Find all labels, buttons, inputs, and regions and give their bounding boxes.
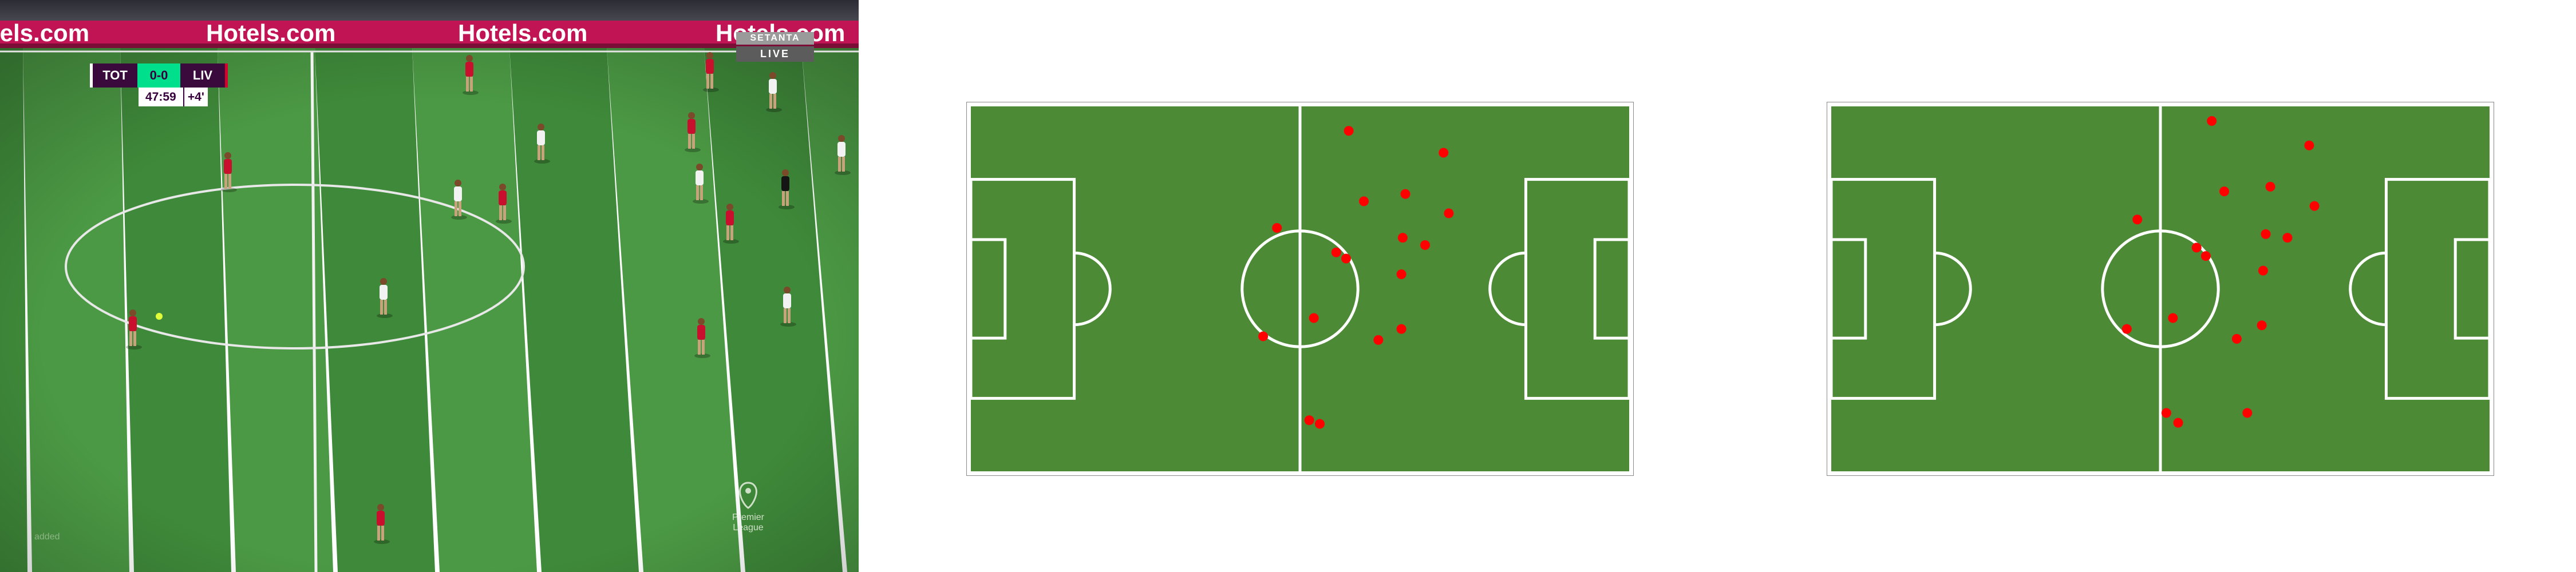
- player-marker: [2200, 251, 2211, 261]
- player-marker: [2191, 243, 2202, 253]
- player-marker: [1420, 240, 1430, 250]
- penalty-arc-right: [2349, 251, 2387, 327]
- penalty-arc-left: [1074, 251, 1112, 327]
- broadcast-frame: otels.comHotels.comHotels.comHotels.com …: [0, 0, 859, 572]
- player-figure: [685, 112, 701, 152]
- player-figure: [463, 55, 479, 95]
- pitch-map-left: [966, 102, 1634, 476]
- player-figure: [779, 169, 795, 209]
- league-name-line1: Premier: [732, 513, 764, 522]
- player-figure: [374, 504, 390, 544]
- broadcast-pitch-scene: [0, 0, 859, 572]
- clock-time: 47:59: [139, 88, 183, 106]
- league-logo: Premier League: [722, 480, 774, 533]
- player-marker: [2231, 333, 2242, 344]
- penalty-arc-left: [1934, 251, 1972, 327]
- player-marker: [2121, 324, 2132, 334]
- player-marker: [2161, 408, 2171, 418]
- broadcaster-logo: SETANTA LIVE: [736, 32, 814, 62]
- match-clock: 47:59 +4': [139, 88, 208, 106]
- player-figure: [534, 124, 550, 164]
- player-marker: [2168, 313, 2178, 323]
- player-figure: [703, 52, 719, 92]
- home-team-code: TOT: [90, 63, 137, 88]
- ad-board-text: otels.com: [0, 19, 90, 46]
- centre-circle: [1240, 229, 1360, 348]
- player-figure: [377, 278, 393, 318]
- player-marker: [2282, 233, 2293, 243]
- goal-box-left: [1830, 238, 1867, 340]
- player-marker: [1331, 247, 1341, 257]
- player-marker: [2207, 116, 2217, 126]
- score: 0-0: [137, 63, 180, 88]
- player-marker: [1397, 233, 1408, 243]
- away-team-code: LIV: [180, 63, 228, 88]
- player-marker: [2304, 140, 2314, 150]
- ad-board-text: Hotels.com: [206, 19, 336, 46]
- player-figure: [694, 318, 710, 358]
- player-marker: [1400, 189, 1411, 199]
- player-figure: [766, 72, 782, 112]
- goal-box-left: [969, 238, 1007, 340]
- player-figure: [496, 184, 512, 224]
- player-marker: [2242, 408, 2253, 418]
- league-name-line2: League: [733, 523, 764, 533]
- player-figure: [835, 135, 851, 175]
- player-marker: [1444, 208, 1454, 219]
- centre-circle: [2101, 229, 2220, 348]
- player-marker: [1309, 313, 1319, 323]
- broadcaster-name: SETANTA: [736, 32, 814, 45]
- player-marker: [2257, 320, 2267, 331]
- pitch-map-right: [1827, 102, 2494, 476]
- player-marker: [2258, 265, 2268, 276]
- player-figure: [780, 287, 796, 327]
- player-figure: [221, 152, 237, 192]
- goal-box-right: [2453, 238, 2491, 340]
- player-marker: [1373, 335, 1384, 345]
- penalty-arc-right: [1488, 251, 1526, 327]
- player-marker: [1341, 253, 1351, 264]
- player-marker: [1258, 331, 1269, 341]
- player-figure: [451, 180, 467, 220]
- player-marker: [1272, 223, 1282, 233]
- player-marker: [2132, 214, 2143, 225]
- player-marker: [1359, 196, 1369, 206]
- player-marker: [1344, 126, 1354, 136]
- scorebug: TOT 0-0 LIV: [90, 63, 236, 88]
- player-marker: [2219, 186, 2230, 197]
- ad-board-text: Hotels.com: [458, 19, 588, 46]
- added-time: +4': [183, 88, 208, 106]
- player-figure: [723, 204, 739, 244]
- player-marker: [1396, 269, 1406, 279]
- player-marker: [1304, 415, 1314, 426]
- player-marker: [2261, 229, 2271, 239]
- player-marker: [1396, 324, 1406, 334]
- ball: [156, 313, 163, 320]
- player-figure: [126, 309, 142, 349]
- live-badge: LIVE: [736, 46, 814, 62]
- player-marker: [1315, 419, 1325, 429]
- watermark: added: [34, 532, 60, 542]
- player-marker: [1439, 148, 1449, 158]
- goal-box-right: [1593, 238, 1631, 340]
- player-marker: [2309, 201, 2320, 211]
- player-marker: [2173, 418, 2183, 428]
- player-marker: [2265, 181, 2275, 192]
- player-figure: [693, 164, 709, 204]
- lion-icon: [739, 482, 757, 509]
